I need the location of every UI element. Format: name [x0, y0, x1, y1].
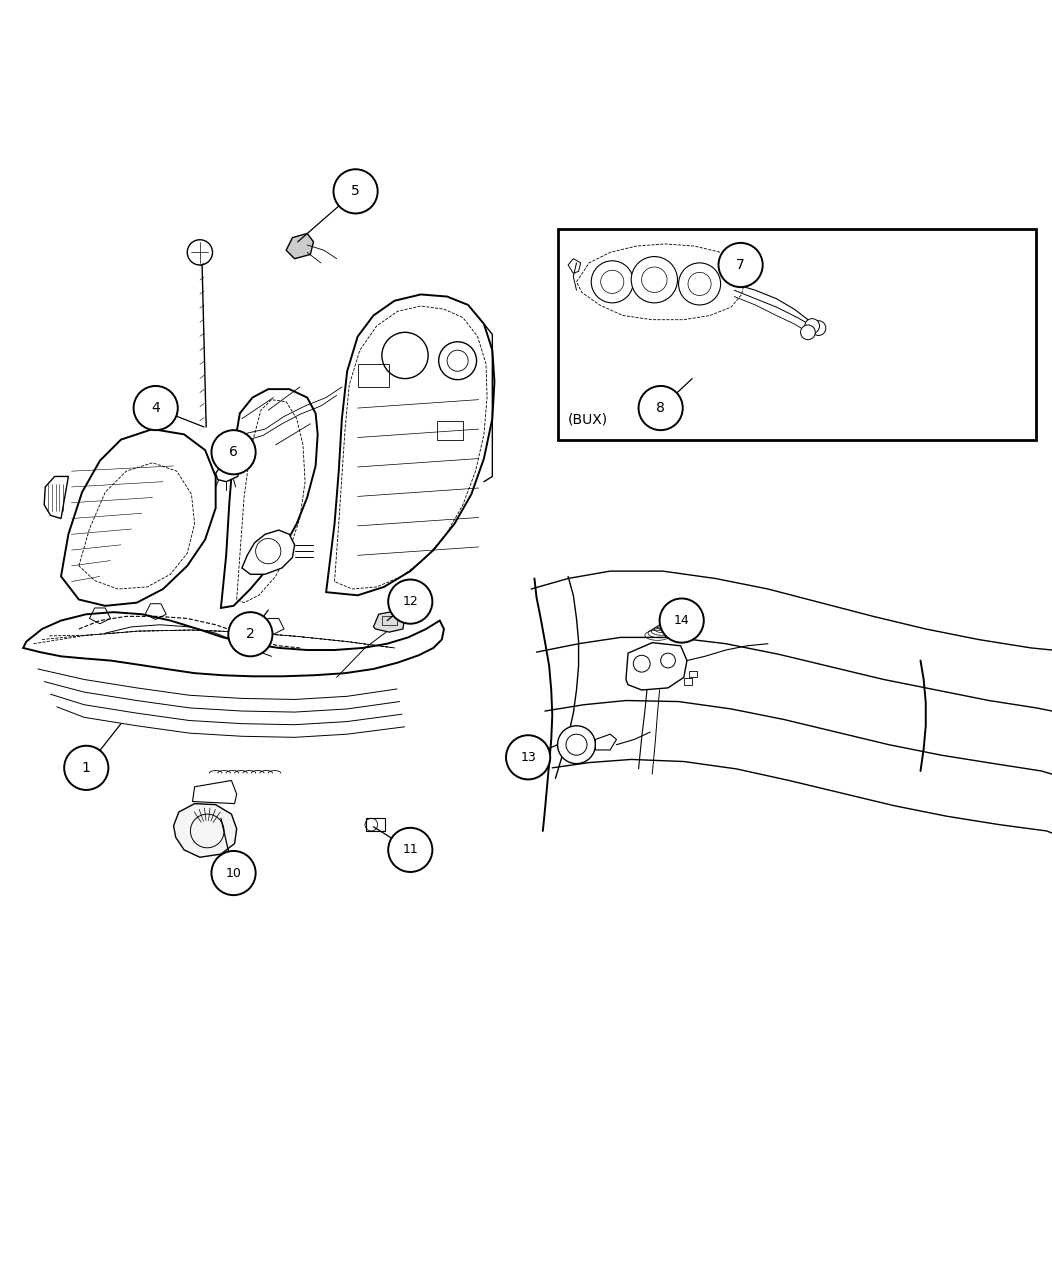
Polygon shape	[23, 613, 444, 677]
Circle shape	[591, 261, 633, 303]
Bar	[558, 229, 1036, 440]
Circle shape	[439, 341, 477, 380]
Circle shape	[805, 318, 820, 334]
Polygon shape	[568, 258, 581, 274]
Polygon shape	[174, 803, 237, 857]
Polygon shape	[44, 477, 68, 518]
Polygon shape	[216, 463, 240, 482]
Bar	[437, 421, 463, 440]
Polygon shape	[242, 530, 295, 574]
Circle shape	[631, 257, 677, 303]
Circle shape	[211, 430, 256, 475]
Polygon shape	[286, 234, 313, 258]
Circle shape	[719, 243, 763, 286]
Circle shape	[639, 386, 683, 430]
Text: (BUX): (BUX)	[568, 413, 608, 427]
Polygon shape	[576, 244, 745, 320]
Text: 5: 5	[351, 184, 360, 198]
Bar	[358, 365, 389, 388]
Circle shape	[801, 325, 815, 340]
Text: 13: 13	[521, 751, 535, 764]
Circle shape	[660, 599, 704, 642]
Circle shape	[187, 239, 213, 265]
Polygon shape	[326, 294, 494, 595]
Polygon shape	[61, 428, 216, 606]
Text: 14: 14	[674, 614, 689, 627]
Circle shape	[228, 613, 272, 656]
Text: 1: 1	[82, 761, 90, 775]
Circle shape	[333, 169, 378, 214]
Circle shape	[64, 746, 108, 790]
Circle shape	[388, 579, 432, 624]
Text: 11: 11	[403, 843, 418, 857]
Circle shape	[506, 735, 550, 779]
Text: 7: 7	[736, 258, 745, 272]
Circle shape	[633, 655, 650, 671]
Circle shape	[661, 654, 675, 668]
Circle shape	[679, 263, 721, 304]
Circle shape	[382, 333, 428, 379]
Text: 4: 4	[151, 402, 160, 416]
Text: 2: 2	[246, 627, 255, 641]
Circle shape	[811, 321, 826, 335]
Polygon shape	[595, 734, 616, 749]
Circle shape	[388, 828, 432, 872]
Text: 6: 6	[229, 445, 238, 459]
Polygon shape	[221, 389, 318, 608]
Circle shape	[558, 725, 595, 764]
Polygon shape	[373, 611, 405, 632]
Circle shape	[134, 386, 178, 430]
Polygon shape	[366, 819, 385, 831]
Circle shape	[211, 851, 256, 895]
Polygon shape	[626, 642, 687, 689]
Text: 10: 10	[225, 867, 242, 880]
Text: 8: 8	[656, 402, 665, 416]
Text: 12: 12	[403, 595, 418, 608]
